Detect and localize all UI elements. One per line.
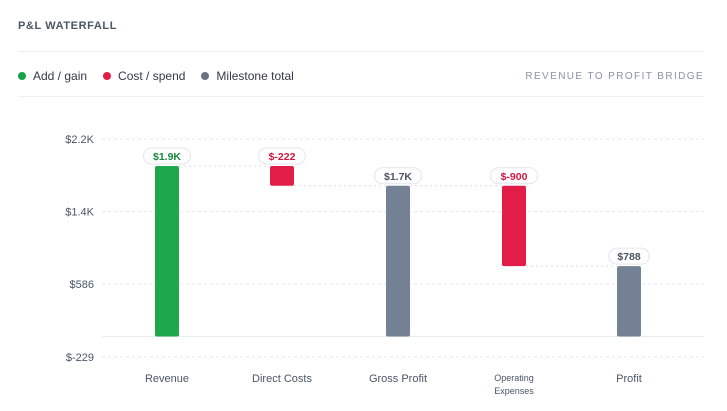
value-label-pill [608, 247, 650, 265]
y-tick-label: $586 [70, 279, 94, 291]
x-category-label: Expenses [494, 386, 534, 396]
value-label-text: $1.7K [384, 171, 412, 183]
legend-swatch-add [18, 72, 26, 80]
chart-subtitle: REVENUE TO PROFIT BRIDGE [525, 71, 704, 82]
value-label-pill [490, 167, 538, 185]
value-label: $-900 [490, 167, 538, 185]
legend-divider [18, 96, 704, 97]
value-label-pill [374, 167, 422, 185]
bar-add[interactable] [155, 165, 179, 337]
value-label-pill [258, 147, 306, 165]
x-category-label: Direct Costs [252, 373, 312, 385]
bar-cost[interactable] [270, 165, 294, 186]
value-label-text: $-900 [501, 171, 528, 183]
legend-swatch-total [201, 72, 210, 80]
bar-total[interactable] [617, 266, 641, 337]
legend-item-add[interactable]: Add / gain [18, 69, 87, 83]
chart-title: P&L WATERFALL [18, 20, 118, 32]
legend: Add / gain Cost / spend Milestone total [18, 69, 310, 83]
legend-item-cost[interactable]: Cost / spend [103, 69, 185, 83]
x-category-label: Operating [494, 373, 534, 383]
bar-cost[interactable] [502, 185, 526, 267]
legend-swatch-cost [103, 72, 112, 80]
y-tick-label: $-229 [66, 352, 94, 364]
y-tick-label: $1.4K [65, 207, 94, 219]
value-label: $1.9K [143, 147, 191, 165]
value-label: $788 [608, 247, 650, 265]
x-category-label: Profit [616, 373, 642, 385]
legend-label-add: Add / gain [33, 69, 88, 83]
value-label: $1.7K [374, 167, 422, 185]
header-divider [18, 51, 704, 52]
value-label-text: $1.9K [153, 151, 181, 163]
value-label: $-222 [258, 147, 306, 165]
value-label-text: $-222 [269, 151, 296, 163]
value-label-pill [143, 147, 191, 165]
legend-label-cost: Cost / spend [118, 69, 186, 83]
value-label-text: $788 [617, 251, 641, 263]
x-category-label: Revenue [145, 373, 189, 385]
legend-item-total[interactable]: Milestone total [201, 69, 294, 83]
legend-label-total: Milestone total [216, 69, 294, 83]
x-category-label: Gross Profit [369, 373, 427, 385]
y-tick-label: $2.2K [65, 134, 94, 146]
bar-total[interactable] [386, 185, 410, 337]
